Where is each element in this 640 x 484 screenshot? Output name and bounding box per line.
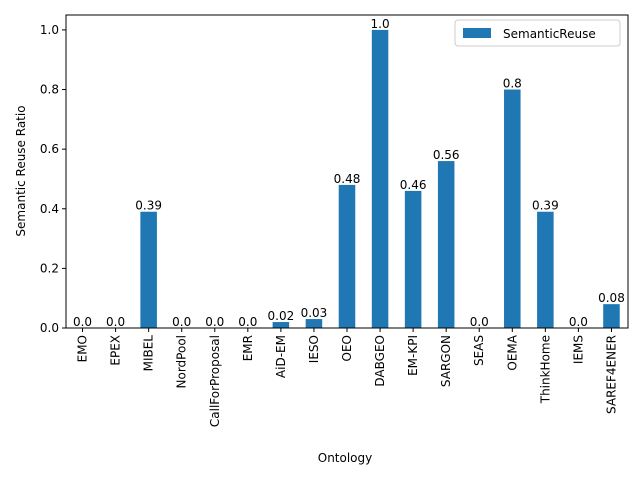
x-tick-label: EMO [76,335,90,362]
x-tick-label: NordPool [175,335,189,388]
x-tick-label: IEMS [571,335,585,364]
x-tick-label: SARGON [439,335,453,387]
bar-value-label: 0.56 [433,148,460,162]
bars-layer [140,29,620,329]
bar [603,304,620,328]
x-tick-label: MIBEL [142,335,156,372]
y-axis-label: Semantic Reuse Ratio [14,105,28,236]
bar [537,211,554,328]
bar-value-label: 0.0 [238,315,257,329]
x-tick-label: CallForProposal [208,335,222,427]
x-tick-label: OEMA [505,334,519,370]
bar [404,190,422,328]
y-tick-label: 0.0 [40,321,59,335]
x-ticks-layer: EMO EPEX MIBEL NordPool CallForProposal EMR Ai… [76,328,618,427]
y-tick-label: 0.4 [40,202,59,216]
x-tick-label: SEAS [472,335,486,366]
bar-value-label: 0.46 [400,178,427,192]
bar-value-label: 0.8 [503,77,522,91]
bar [305,319,323,328]
legend-frame [454,19,621,47]
bar [272,322,290,328]
bar [338,184,356,328]
bar-value-label: 0.02 [268,309,295,323]
x-tick-label: OEO [340,335,354,361]
x-tick-label: AiD-EM [274,335,288,378]
x-tick-label: EM-KPI [406,335,420,376]
bar [140,211,157,328]
x-tick-label: DABGEO [373,335,387,387]
bar-value-label: 1.0 [371,17,390,31]
x-tick-label: SAREF4ENER [604,335,618,414]
bar-value-label: 0.0 [205,315,224,329]
y-tick-label: 0.6 [40,142,59,156]
bar-value-label: 0.0 [470,315,489,329]
bar [371,29,389,329]
y-ticks-layer: 0.0 0.2 0.4 0.6 0.8 1.0 [40,23,66,335]
legend: SemanticReuse [454,19,621,47]
value-labels-layer: 0.0 0.0 0.39 0.0 0.0 0.0 0.02 0.03 0.48 1.0 0.46 0.… [73,17,625,329]
bar [437,161,455,328]
x-axis-label: Ontology [318,451,373,465]
x-tick-label: EMR [241,335,255,361]
legend-label: SemanticReuse [503,27,596,41]
bar-value-label: 0.0 [172,315,191,329]
y-tick-label: 1.0 [40,23,59,37]
x-tick-label: IESO [307,335,321,363]
bar-value-label: 0.39 [532,199,559,213]
bar-value-label: 0.48 [334,172,361,186]
legend-swatch [463,28,491,38]
x-tick-label: ThinkHome [538,335,552,404]
bar-value-label: 0.39 [135,199,162,213]
bar [504,89,521,329]
x-tick-label: EPEX [109,335,123,366]
bar-value-label: 0.0 [73,315,92,329]
bar-value-label: 0.0 [106,315,125,329]
bar-value-label: 0.08 [598,291,625,305]
bar-value-label: 0.0 [569,315,588,329]
bar-value-label: 0.03 [301,306,328,320]
y-tick-label: 0.2 [40,261,59,275]
y-tick-label: 0.8 [40,83,59,97]
